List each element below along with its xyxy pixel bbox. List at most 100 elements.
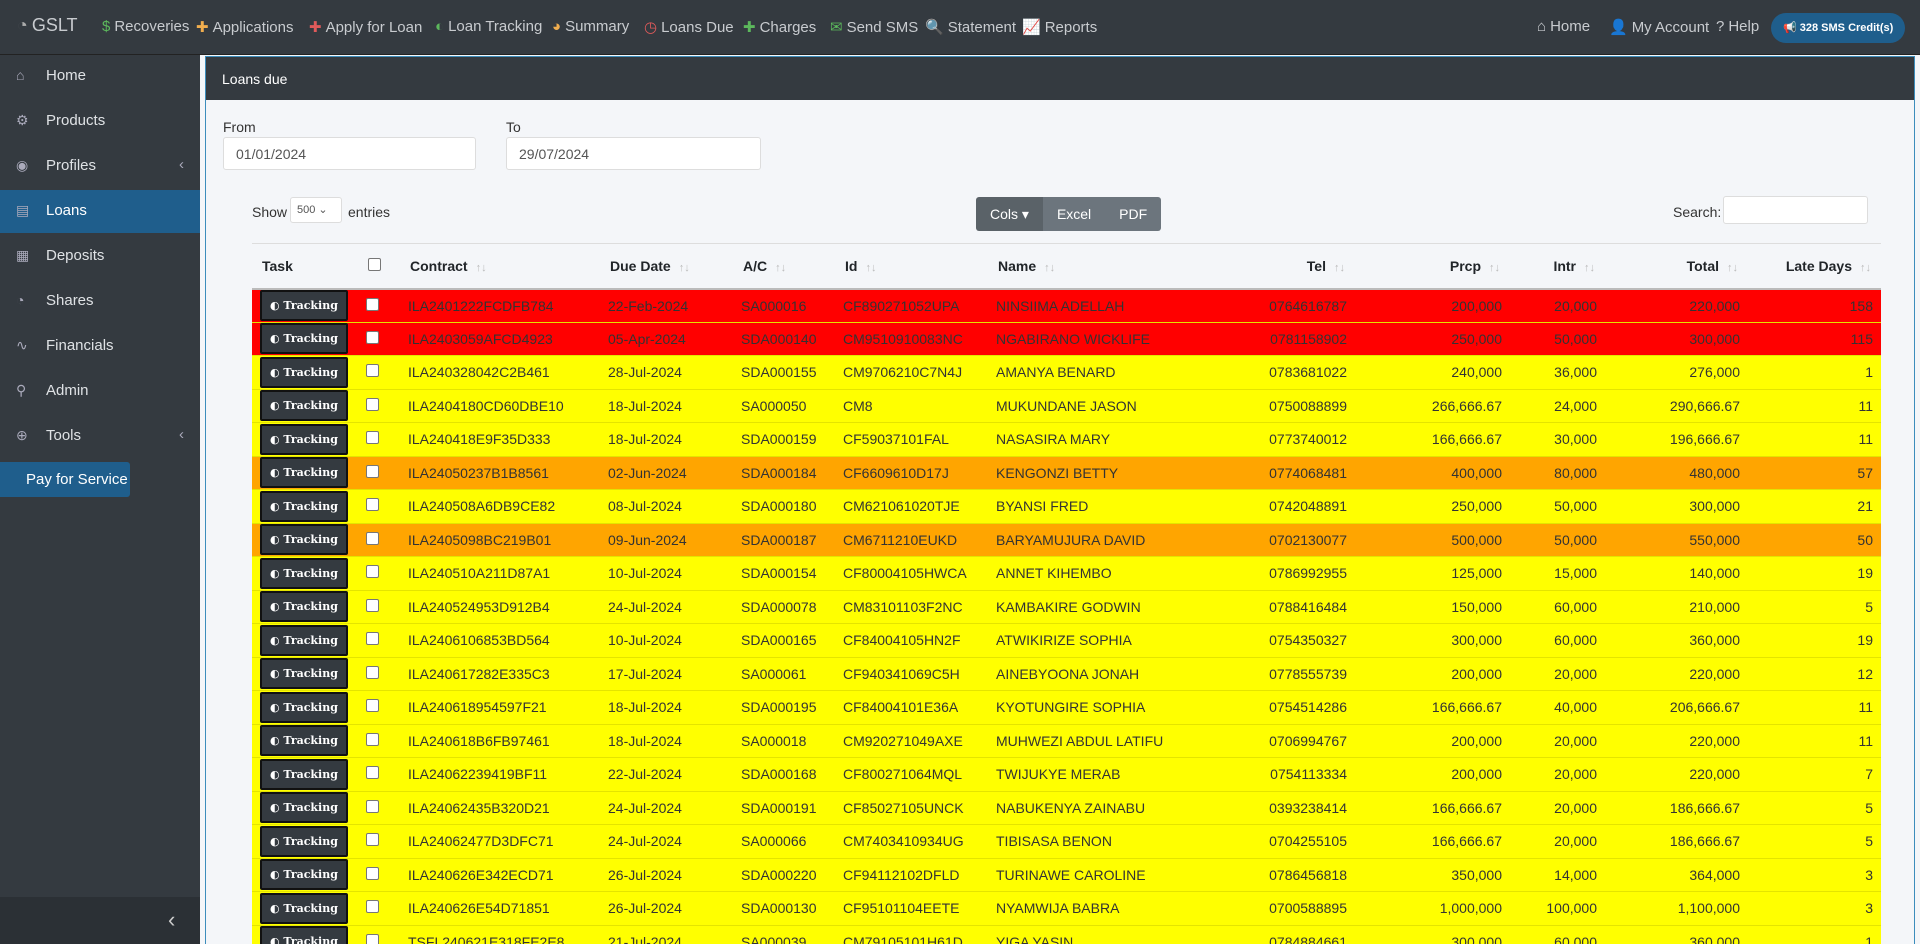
sidebar-item[interactable]: ⌂ Home	[0, 55, 200, 98]
table-cell: CF6609610D17J	[835, 456, 988, 490]
nav-item[interactable]: 🔍 Statement	[925, 18, 1016, 36]
sidebar-item[interactable]: ◔ Shares	[0, 280, 200, 323]
nav-right-item[interactable]: 👤 My Account	[1609, 18, 1709, 36]
tracking-button[interactable]: ◐ Tracking	[260, 591, 348, 623]
checkbox[interactable]	[366, 498, 379, 512]
checkbox[interactable]	[366, 632, 379, 646]
tracking-button[interactable]: ◐ Tracking	[260, 624, 348, 656]
sidebar-item[interactable]: ▤ Loans	[0, 190, 200, 233]
checkbox[interactable]	[366, 766, 379, 780]
checkbox[interactable]	[366, 565, 379, 579]
column-header[interactable]: Id ↑↓	[835, 243, 988, 290]
checkbox[interactable]	[366, 933, 379, 944]
table-cell: SDA000195	[733, 690, 835, 725]
checkbox[interactable]	[366, 364, 379, 378]
nav-item[interactable]: ✉ Send SMS	[830, 18, 918, 36]
table-cell: ILA24062477D3DFC71	[400, 824, 600, 859]
nav-item[interactable]: ✚ Apply for Loan	[309, 18, 422, 36]
checkbox[interactable]	[366, 699, 379, 713]
column-header[interactable]: Total ↑↓	[1605, 243, 1748, 290]
tracking-button[interactable]: ◐ Tracking	[260, 356, 348, 388]
sidebar-item[interactable]: ⊕ Tools ‹	[0, 415, 200, 458]
column-header[interactable]: Tel ↑↓	[1200, 243, 1355, 290]
checkbox[interactable]	[366, 397, 379, 411]
checkbox[interactable]	[366, 330, 379, 344]
nav-item[interactable]: ◷ Loans Due	[644, 18, 734, 36]
checkbox[interactable]	[366, 900, 379, 914]
column-header[interactable]: A/C ↑↓	[733, 243, 835, 290]
tracking-button[interactable]: ◐ Tracking	[260, 691, 348, 723]
checkbox[interactable]	[366, 598, 379, 612]
checkbox[interactable]	[368, 257, 381, 271]
collapse[interactable]: ‹	[0, 897, 200, 944]
search-input[interactable]	[1723, 196, 1868, 224]
sort-arrows: ↑↓	[775, 261, 787, 274]
tracking-button[interactable]: ◐ Tracking	[260, 725, 348, 757]
sidebar-item[interactable]: ◉ Profiles ‹	[0, 145, 200, 188]
tracking-button[interactable]: ◐ Tracking	[260, 926, 348, 944]
column-header[interactable]: Contract ↑↓	[400, 243, 600, 290]
checkbox-cell	[358, 858, 400, 892]
column-header[interactable]: Late Days ↑↓	[1748, 243, 1881, 290]
toolbar-button[interactable]: Cols ▾	[976, 197, 1043, 231]
tracking-button[interactable]: ◐ Tracking	[260, 892, 348, 924]
table-cell: 24-Jul-2024	[600, 590, 733, 624]
sms-credits[interactable]: 📢 328 SMS Credit(s)	[1771, 13, 1905, 43]
task-cell: ◐ Tracking	[252, 489, 358, 524]
toolbar-button[interactable]: Excel	[1042, 197, 1106, 231]
checkbox[interactable]	[366, 732, 379, 746]
column-header[interactable]: Intr ↑↓	[1510, 243, 1605, 290]
to-input[interactable]: 29/07/2024	[506, 137, 761, 170]
sort-arrows: ↑↓	[1334, 261, 1345, 274]
sidebar-item[interactable]: ⚙ Products	[0, 100, 200, 143]
tracking-button[interactable]: ◐ Tracking	[260, 323, 348, 355]
brand[interactable]: ◔ GSLT	[17, 15, 78, 35]
checkbox[interactable]	[366, 531, 379, 545]
tracking-button[interactable]: ◐ Tracking	[260, 758, 348, 790]
tracking-button[interactable]: ◐ Tracking	[260, 457, 348, 489]
table-cell: 100,000	[1510, 891, 1605, 926]
sidebar-text: Loans	[46, 202, 87, 219]
table-cell: 166,666.67	[1355, 824, 1510, 859]
checkbox[interactable]	[366, 866, 379, 880]
tracking-button[interactable]: ◐ Tracking	[260, 290, 348, 321]
pay-button[interactable]: Pay for Service	[0, 462, 130, 497]
sidebar-item[interactable]: ⚲ Admin	[0, 370, 200, 413]
checkbox-cell	[358, 456, 400, 490]
checkbox[interactable]	[366, 833, 379, 847]
from-input[interactable]: 01/01/2024	[223, 137, 476, 170]
tracking-button[interactable]: ◐ Tracking	[260, 658, 348, 690]
checkbox[interactable]	[366, 431, 379, 445]
tracking-button[interactable]: ◐ Tracking	[260, 825, 348, 857]
entries-select[interactable]: 500 ⌄	[290, 197, 342, 223]
nav-item[interactable]: 📈 Reports	[1022, 18, 1097, 36]
nav-right-item[interactable]: ⌂ Home	[1537, 18, 1590, 35]
tracking-button[interactable]: ◐ Tracking	[260, 390, 348, 422]
tracking-button[interactable]: ◐ Tracking	[260, 423, 348, 455]
nav-item[interactable]: ✚ Applications	[196, 18, 293, 36]
checkbox[interactable]	[366, 464, 379, 478]
tracking-button[interactable]: ◐ Tracking	[260, 792, 348, 824]
nav-right-item[interactable]: ? Help	[1716, 18, 1759, 35]
tracking-button[interactable]: ◐ Tracking	[260, 490, 348, 522]
checkbox[interactable]	[366, 665, 379, 679]
toolbar-button[interactable]: PDF	[1105, 197, 1162, 231]
sidebar-item[interactable]: ∿ Financials	[0, 325, 200, 368]
column-header[interactable]: Prcp ↑↓	[1355, 243, 1510, 290]
nav-item[interactable]: ◐ Loan Tracking	[435, 18, 542, 35]
column-header[interactable]: Name ↑↓	[988, 243, 1200, 290]
column-header[interactable]: Due Date ↑↓	[600, 243, 733, 290]
nav-item[interactable]: ◕ Summary	[552, 18, 629, 35]
sidebar-item[interactable]: ▦ Deposits	[0, 235, 200, 278]
tracking-button[interactable]: ◐ Tracking	[260, 859, 348, 891]
nav-item[interactable]: $ Recoveries	[102, 18, 189, 35]
checkbox[interactable]	[366, 297, 379, 311]
checkbox[interactable]	[366, 799, 379, 813]
table-row: ◐ Tracking ILA240328042C2B461 28-Jul-2024 S…	[252, 355, 1881, 390]
tracking-button[interactable]: ◐ Tracking	[260, 557, 348, 589]
header-text: Due Date	[610, 257, 671, 274]
table-cell: ILA2405098BC219B01	[400, 523, 600, 557]
table-cell: 0788416484	[1200, 590, 1355, 624]
tracking-button[interactable]: ◐ Tracking	[260, 524, 348, 556]
nav-item[interactable]: ✚ Charges	[743, 18, 816, 36]
